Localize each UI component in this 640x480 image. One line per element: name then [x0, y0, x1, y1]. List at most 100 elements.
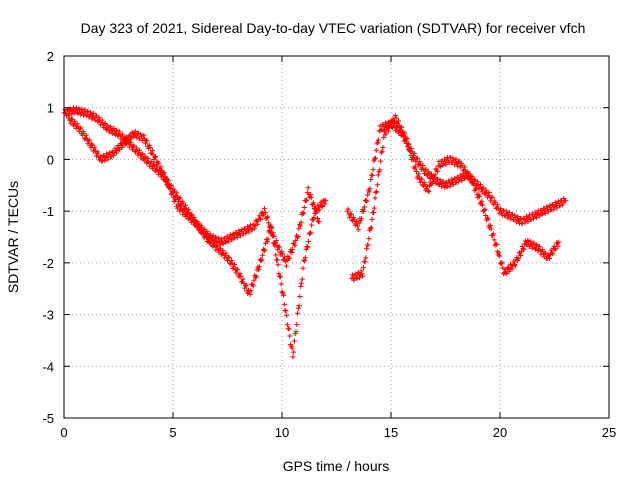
x-tick-label: 0: [60, 425, 67, 440]
data-point: [294, 322, 300, 328]
data-point: [314, 209, 320, 215]
data-point: [422, 167, 428, 173]
data-point: [293, 238, 299, 244]
data-point: [64, 108, 70, 114]
data-point: [139, 133, 145, 139]
data-point: [473, 186, 479, 192]
data-point: [397, 127, 403, 133]
data-point: [308, 195, 314, 201]
data-point: [119, 144, 125, 150]
data-point: [505, 215, 511, 221]
data-point: [242, 285, 248, 291]
data-point: [368, 177, 374, 183]
data-point: [357, 275, 363, 281]
data-point: [152, 154, 158, 160]
data-point: [180, 211, 186, 217]
data-point: [298, 219, 304, 225]
data-point: [462, 176, 468, 182]
data-point: [279, 251, 285, 257]
data-point: [142, 140, 148, 146]
data-point: [108, 124, 114, 130]
data-point: [488, 226, 494, 232]
data-point: [69, 111, 75, 117]
data-point: [355, 227, 361, 233]
data-point: [207, 231, 213, 237]
data-point: [491, 237, 497, 243]
data-point: [298, 283, 304, 289]
data-point: [490, 231, 496, 237]
data-point: [273, 238, 279, 244]
data-point: [521, 247, 527, 253]
data-point: [364, 246, 370, 252]
data-point: [300, 265, 306, 271]
data-point: [473, 185, 479, 191]
data-point: [402, 131, 408, 137]
data-point: [124, 134, 130, 140]
data-point: [534, 242, 540, 248]
data-point: [275, 262, 281, 268]
data-point: [365, 192, 371, 198]
data-point: [75, 110, 81, 116]
data-point: [275, 247, 281, 253]
data-point: [190, 215, 196, 221]
data-point: [535, 248, 541, 254]
data-point: [518, 253, 524, 259]
data-point: [459, 178, 465, 184]
data-point: [211, 238, 217, 244]
data-point: [299, 276, 305, 282]
data-point: [355, 223, 361, 229]
data-point: [515, 256, 521, 262]
data-point: [434, 168, 440, 174]
data-point: [507, 266, 513, 272]
data-point: [462, 164, 468, 170]
data-point: [512, 263, 518, 269]
data-point: [149, 147, 155, 153]
data-point: [562, 198, 568, 204]
x-tick-label: 20: [493, 425, 507, 440]
data-point: [425, 188, 431, 194]
data-point: [91, 111, 97, 117]
data-point: [230, 232, 236, 238]
data-point: [471, 182, 477, 188]
data-point: [416, 171, 422, 177]
data-point: [278, 281, 284, 287]
data-point: [374, 182, 380, 188]
data-point: [318, 199, 324, 205]
data-point: [242, 283, 248, 289]
data-point: [432, 172, 438, 178]
data-point: [383, 120, 389, 126]
data-point: [259, 258, 265, 264]
data-point: [256, 267, 262, 273]
data-point: [549, 250, 555, 256]
data-point: [443, 181, 448, 187]
data-point: [311, 205, 317, 211]
data-point: [296, 303, 302, 309]
data-point: [264, 215, 270, 221]
data-point: [178, 204, 184, 210]
data-point: [441, 161, 447, 167]
data-point: [240, 276, 246, 282]
data-point: [372, 195, 378, 201]
data-point: [184, 210, 190, 216]
data-point: [246, 229, 252, 235]
data-point: [375, 172, 381, 178]
data-point: [248, 226, 254, 232]
data-point: [470, 178, 476, 184]
data-point: [223, 238, 229, 244]
data-point: [310, 217, 316, 223]
data-point: [421, 179, 427, 185]
data-point: [443, 161, 449, 167]
data-point: [485, 216, 491, 222]
data-point: [195, 220, 201, 226]
data-point: [405, 141, 411, 147]
data-point: [243, 282, 249, 288]
data-point: [302, 255, 308, 261]
data-point: [164, 177, 170, 183]
data-point: [378, 158, 384, 164]
data-point: [496, 250, 502, 256]
data-point: [182, 202, 188, 208]
data-point: [304, 197, 310, 203]
data-point: [553, 246, 559, 252]
data-point: [381, 134, 387, 140]
data-point: [511, 262, 517, 268]
